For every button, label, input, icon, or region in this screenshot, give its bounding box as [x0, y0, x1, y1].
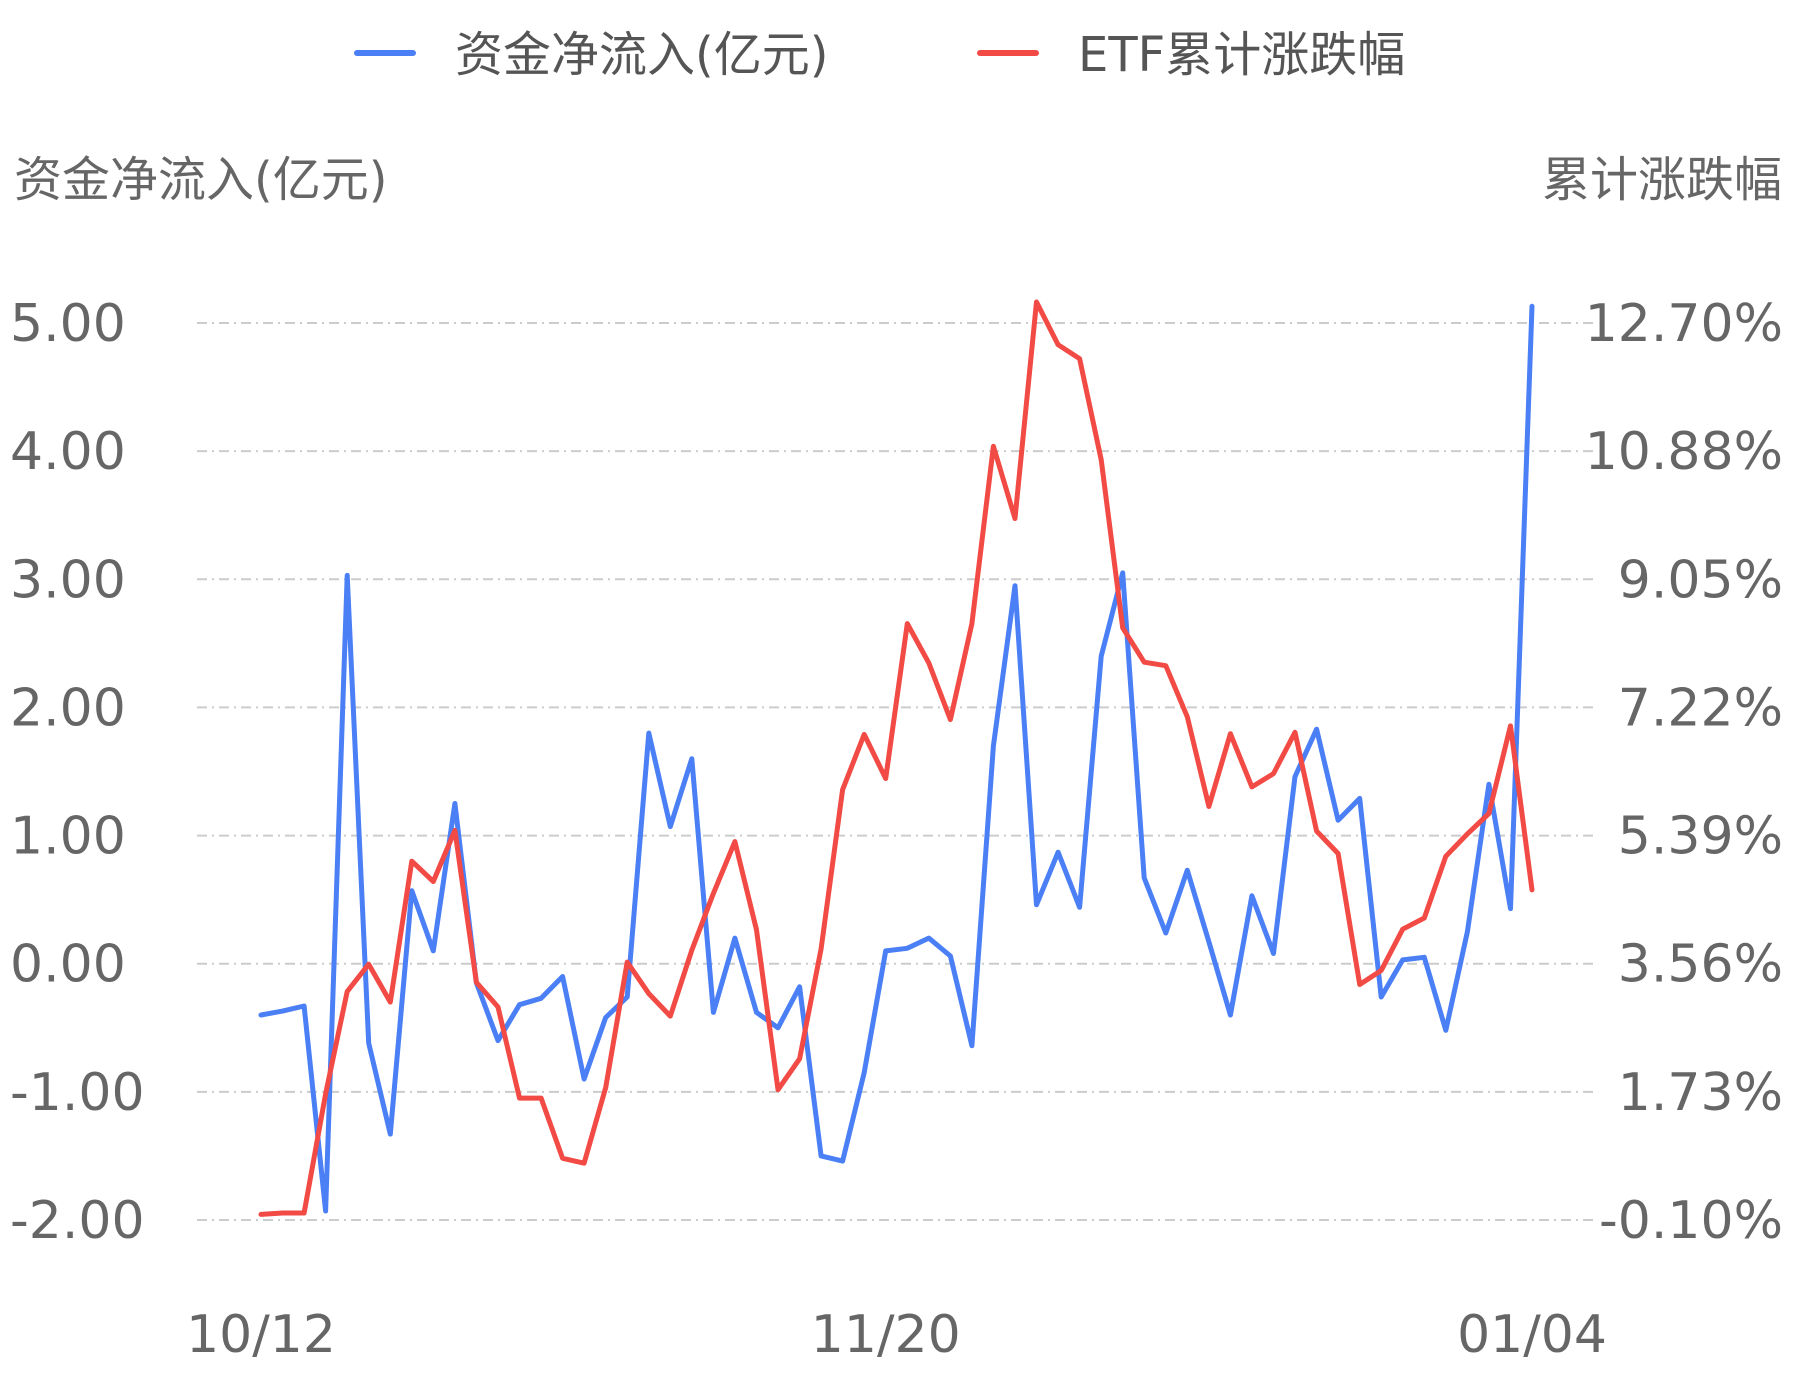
right-tick-label: 12.70% [1585, 294, 1783, 354]
right-tick-label: 1.73% [1618, 1063, 1783, 1123]
left-tick-label: 5.00 [10, 294, 126, 354]
right-tick-label: -0.10% [1599, 1191, 1783, 1251]
left-tick-label: 1.00 [10, 807, 126, 867]
left-tick-label: 3.00 [10, 550, 126, 610]
right-tick-label: 10.88% [1585, 422, 1783, 482]
x-tick-label: 01/04 [1457, 1305, 1607, 1365]
legend-item-etf[interactable]: ETF累计涨跌幅 [977, 27, 1405, 83]
series-line-etf [258, 299, 1535, 1217]
x-tick-label: 10/12 [186, 1305, 336, 1365]
left-tick-label: 0.00 [10, 935, 126, 995]
right-axis-ticks: 12.70% 10.88% 9.05% 7.22% 5.39% 3.56% 1.73% -0.… [1585, 294, 1783, 1251]
right-axis-title: 累计涨跌幅 [1542, 152, 1782, 208]
gridlines [197, 322, 1597, 1221]
series-line-inflow [258, 303, 1535, 1214]
left-axis-title: 资金净流入(亿元) [14, 152, 387, 208]
legend-label-inflow: 资金净流入(亿元) [455, 27, 828, 83]
right-tick-label: 7.22% [1618, 678, 1783, 738]
left-axis-ticks: 5.00 4.00 3.00 2.00 1.00 0.00 -1.00 -2.00 [10, 294, 145, 1251]
series-lines [258, 299, 1535, 1217]
legend-item-inflow[interactable]: 资金净流入(亿元) [354, 27, 828, 83]
legend-label-etf: ETF累计涨跌幅 [1078, 27, 1405, 83]
right-tick-label: 5.39% [1618, 807, 1783, 867]
left-tick-label: 2.00 [10, 678, 126, 738]
left-tick-label: -1.00 [10, 1063, 145, 1123]
right-tick-label: 9.05% [1618, 550, 1783, 610]
x-axis-ticks: 10/12 11/20 01/04 [186, 1305, 1607, 1365]
left-tick-label: 4.00 [10, 422, 126, 482]
right-tick-label: 3.56% [1618, 935, 1783, 995]
left-tick-label: -2.00 [10, 1191, 145, 1251]
legend: 资金净流入(亿元) ETF累计涨跌幅 [354, 27, 1405, 83]
x-tick-label: 11/20 [811, 1305, 961, 1365]
